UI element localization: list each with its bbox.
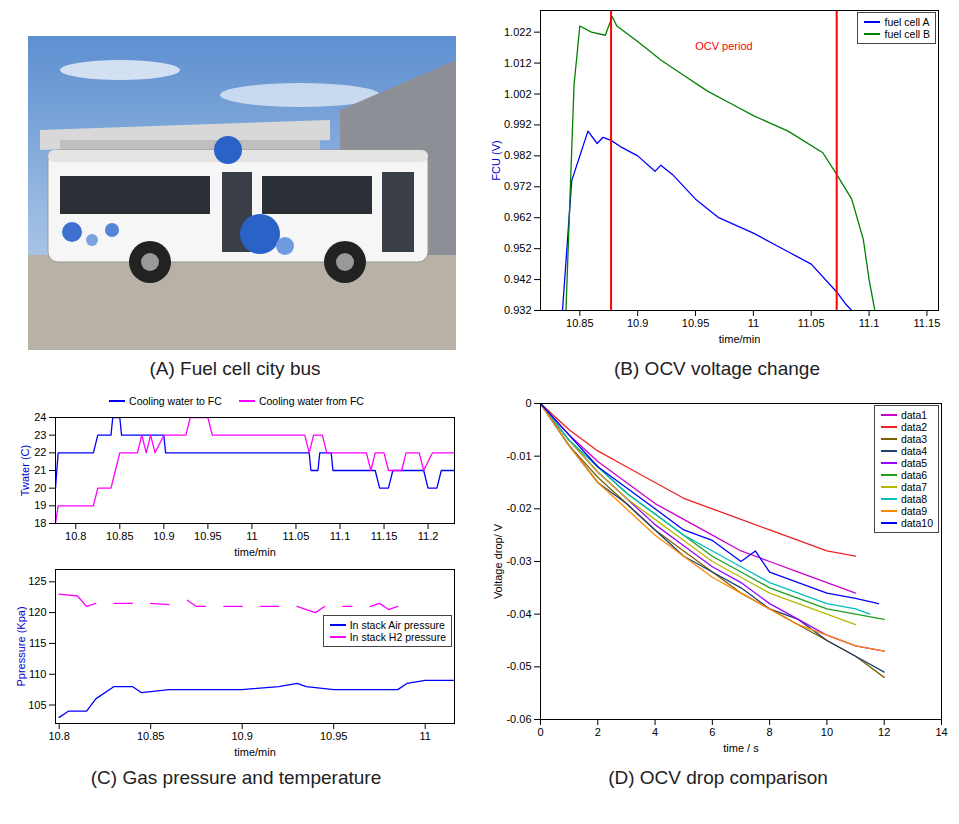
svg-text:1.022: 1.022 — [504, 26, 532, 38]
svg-text:11: 11 — [420, 730, 431, 742]
svg-text:time/min: time/min — [234, 546, 276, 558]
svg-text:0.972: 0.972 — [504, 180, 532, 192]
svg-text:23: 23 — [34, 429, 46, 441]
svg-text:11.15: 11.15 — [914, 317, 941, 329]
svg-text:Voltage drop/ V: Voltage drop/ V — [492, 523, 504, 599]
svg-text:10.9: 10.9 — [231, 730, 252, 742]
svg-text:105: 105 — [28, 699, 46, 711]
svg-text:11: 11 — [246, 530, 257, 542]
svg-text:time/min: time/min — [719, 333, 761, 345]
svg-text:0.932: 0.932 — [504, 304, 532, 316]
svg-text:time/min: time/min — [234, 746, 276, 758]
svg-text:Ppressure (Kpa): Ppressure (Kpa) — [15, 606, 27, 686]
svg-text:10.85: 10.85 — [137, 730, 165, 742]
svg-text:11.1: 11.1 — [330, 530, 351, 542]
html-text:data3: data3 — [900, 433, 928, 445]
svg-text:11.15: 11.15 — [371, 530, 398, 542]
html-text:Cooling water to FC: Cooling water to FC — [129, 395, 222, 407]
svg-text:2: 2 — [595, 726, 601, 738]
html-text:fuel cell A: fuel cell A — [884, 16, 930, 28]
svg-text:time / s: time / s — [723, 742, 759, 754]
svg-text:10.85: 10.85 — [106, 530, 134, 542]
svg-text:21: 21 — [34, 464, 46, 476]
svg-text:10: 10 — [821, 726, 833, 738]
svg-text:11.2: 11.2 — [418, 530, 439, 542]
svg-text:11.05: 11.05 — [283, 530, 310, 542]
svg-text:4: 4 — [652, 726, 658, 738]
svg-text:24: 24 — [34, 411, 46, 423]
html-text:(B) OCV voltage change: (B) OCV voltage change — [614, 358, 820, 379]
svg-text:0: 0 — [525, 397, 531, 409]
svg-text:0: 0 — [537, 726, 543, 738]
svg-text:-0.01: -0.01 — [506, 450, 531, 462]
svg-text:12: 12 — [878, 726, 890, 738]
html-text:data10: data10 — [900, 517, 933, 529]
svg-text:110: 110 — [29, 668, 47, 680]
html-text:data8: data8 — [900, 493, 928, 505]
svg-text:FCU (V): FCU (V) — [490, 140, 502, 180]
svg-text:0.962: 0.962 — [504, 211, 532, 223]
html-text:data7: data7 — [900, 481, 928, 493]
svg-text:-0.03: -0.03 — [506, 555, 531, 567]
svg-text:125: 125 — [28, 575, 46, 587]
html-text:data5: data5 — [900, 457, 928, 469]
html-text:data4: data4 — [900, 445, 928, 457]
html-text:(D) OCV drop comparison: (D) OCV drop comparison — [608, 767, 828, 788]
svg-text:22: 22 — [34, 446, 46, 458]
svg-text:115: 115 — [29, 637, 47, 649]
svg-text:-0.05: -0.05 — [506, 660, 531, 672]
svg-text:-0.06: -0.06 — [506, 713, 531, 725]
svg-text:10.9: 10.9 — [627, 317, 648, 329]
svg-text:10.9: 10.9 — [153, 530, 174, 542]
svg-text:10.85: 10.85 — [566, 317, 594, 329]
svg-text:19: 19 — [34, 499, 46, 511]
svg-text:1.012: 1.012 — [504, 57, 532, 69]
svg-text:14: 14 — [935, 726, 947, 738]
svg-text:10.8: 10.8 — [65, 530, 86, 542]
svg-text:0.982: 0.982 — [504, 149, 532, 161]
svg-text:10.8: 10.8 — [48, 730, 69, 742]
svg-text:120: 120 — [28, 606, 46, 618]
svg-text:-0.02: -0.02 — [506, 502, 531, 514]
html-text:data9: data9 — [900, 505, 928, 517]
html-text:(C) Gas pressure and temperatu: (C) Gas pressure and temperature — [90, 767, 382, 788]
html-text:data6: data6 — [900, 469, 928, 481]
svg-text:6: 6 — [709, 726, 715, 738]
svg-text:8: 8 — [767, 726, 773, 738]
html-text:data2: data2 — [900, 421, 928, 433]
html-text:data1: data1 — [900, 409, 928, 421]
svg-text:OCV period: OCV period — [695, 40, 752, 52]
html-text:In stack Air pressure: In stack Air pressure — [349, 619, 445, 631]
svg-text:0.992: 0.992 — [504, 118, 532, 130]
html-text:Cooling water from FC: Cooling water from FC — [258, 395, 364, 407]
svg-text:11: 11 — [748, 317, 759, 329]
svg-text:18: 18 — [34, 517, 46, 529]
html-text:In stack H2 pressure: In stack H2 pressure — [349, 631, 446, 643]
svg-text:20: 20 — [34, 482, 46, 494]
svg-text:0.942: 0.942 — [504, 273, 532, 285]
svg-text:10.95: 10.95 — [194, 530, 222, 542]
svg-text:-0.04: -0.04 — [506, 608, 531, 620]
svg-text:1.002: 1.002 — [504, 88, 532, 100]
html-text:(A) Fuel cell city bus: (A) Fuel cell city bus — [149, 358, 321, 379]
svg-text:10.95: 10.95 — [682, 317, 710, 329]
svg-text:11.1: 11.1 — [859, 317, 880, 329]
svg-text:11.05: 11.05 — [798, 317, 825, 329]
svg-text:10.95: 10.95 — [320, 730, 348, 742]
svg-text:Twater (C): Twater (C) — [19, 445, 31, 496]
html-text:fuel cell B: fuel cell B — [884, 28, 930, 40]
svg-text:0.952: 0.952 — [504, 242, 532, 254]
